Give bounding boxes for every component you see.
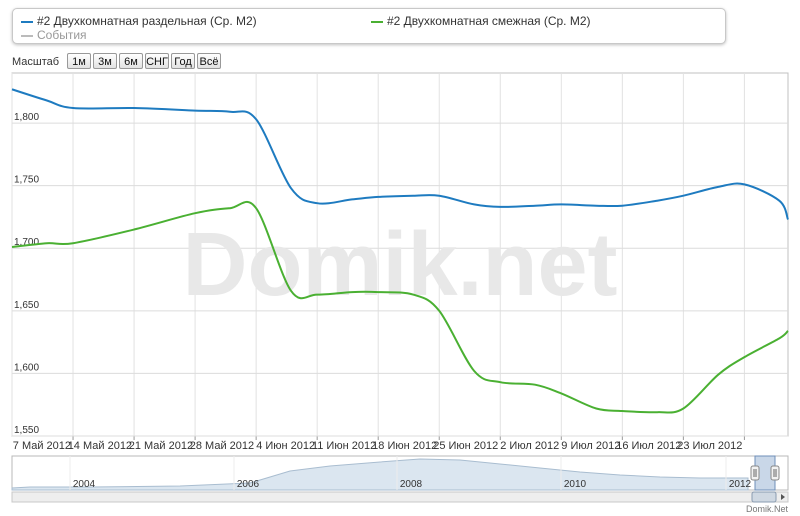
navigator-year-label: 2008 [400, 479, 423, 490]
watermark-text: Domik.net [182, 215, 617, 315]
legend-label-series1: #2 Двухкомнатная раздельная (Ср. М2) [37, 14, 257, 28]
y-tick-label: 1,700 [14, 237, 39, 248]
plot-area [11, 72, 789, 437]
credit-text: Domik.Net [745, 504, 788, 514]
x-tick-label: 14 Май 2012 [68, 440, 132, 452]
x-tick-label: 25 Июн 2012 [433, 440, 498, 452]
legend-label-series2: #2 Двухкомнатная смежная (Ср. М2) [387, 14, 591, 28]
y-tick-label: 1,550 [14, 425, 39, 436]
legend-label-events: События [37, 28, 87, 42]
y-tick-label: 1,750 [14, 175, 39, 186]
series-line-1 [11, 88, 789, 220]
x-tick-label: 16 Июл 2012 [616, 440, 681, 452]
y-tick-label: 1,800 [14, 112, 39, 123]
navigator-handle-body [770, 465, 780, 481]
legend-swatch-series2 [371, 20, 383, 23]
zoom-label: Масштаб [12, 56, 60, 68]
zoom-button-year[interactable]: Год [171, 53, 195, 69]
navigator-area [11, 458, 749, 491]
navigator-year-label: 2006 [237, 479, 260, 490]
x-tick-label: 18 Июн 2012 [372, 440, 437, 452]
navigator-year-label: 2004 [73, 479, 96, 490]
zoom-button-3m[interactable]: 3м [93, 53, 117, 69]
x-tick-label: 4 Июн 2012 [256, 440, 315, 452]
zoom-button-1m[interactable]: 1м [67, 53, 91, 69]
x-tick-label: 21 Май 2012 [129, 440, 193, 452]
legend-item-events[interactable]: События [21, 28, 87, 42]
navigator-handle-right[interactable] [770, 465, 780, 481]
x-tick-label: 11 Июн 2012 [312, 440, 376, 452]
scrollbar-thumb[interactable] [751, 491, 777, 503]
zoom-button-ytd[interactable]: СНГ [145, 53, 169, 69]
x-tick-label: 2 Июл 2012 [500, 440, 559, 452]
scrollbar-right-arrow[interactable] [781, 494, 785, 500]
scrollbar-track [11, 491, 789, 503]
legend-swatch-events [21, 34, 33, 37]
navigator-handle-body [750, 465, 760, 481]
chart-legend: #2 Двухкомнатная раздельная (Ср. М2) #2 … [12, 8, 726, 44]
y-tick-label: 1,650 [14, 300, 39, 311]
x-tick-label: 23 Июл 2012 [677, 440, 742, 452]
navigator-year-label: 2012 [729, 479, 752, 490]
x-tick-label: 7 Май 2012 [13, 440, 71, 452]
x-tick-label: 9 Июл 2012 [561, 440, 620, 452]
y-tick-label: 1,600 [14, 362, 39, 373]
series-line-2 [11, 200, 789, 414]
navigator-handle-left[interactable] [750, 465, 760, 481]
legend-swatch-series1 [21, 20, 33, 23]
x-tick-label: 28 Май 2012 [190, 440, 254, 452]
navigator-year-label: 2010 [564, 479, 587, 490]
zoom-button-all[interactable]: Всё [197, 53, 221, 69]
legend-item-series2[interactable]: #2 Двухкомнатная смежная (Ср. М2) [371, 14, 591, 28]
legend-item-series1[interactable]: #2 Двухкомнатная раздельная (Ср. М2) [21, 14, 257, 28]
zoom-button-6m[interactable]: 6м [119, 53, 143, 69]
